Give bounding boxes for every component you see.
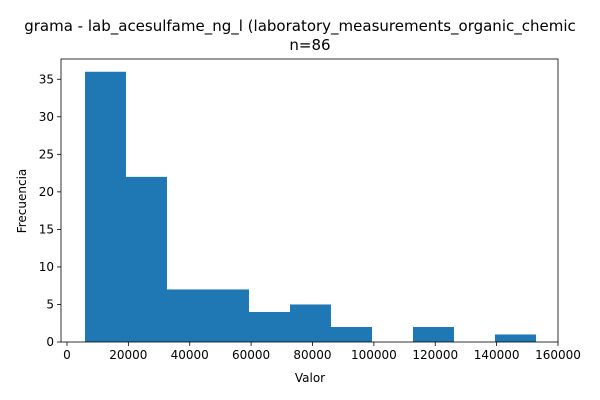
y-tick-label: 30 <box>39 110 54 124</box>
bar <box>125 176 167 342</box>
chart-subtitle: n=86 <box>289 36 330 54</box>
x-tick-label: 160000 <box>535 348 581 362</box>
bar <box>166 289 208 342</box>
chart-title: grama - lab_acesulfame_ng_l (laboratory_… <box>24 17 576 36</box>
x-tick-label: 20000 <box>109 348 147 362</box>
bar <box>207 289 249 342</box>
bar <box>330 326 372 342</box>
x-tick-label: 40000 <box>171 348 209 362</box>
x-tick-label: 140000 <box>474 348 520 362</box>
bar <box>494 334 536 342</box>
y-tick-label: 5 <box>46 297 54 311</box>
y-tick-label: 0 <box>46 335 54 349</box>
x-tick-label: 80000 <box>293 348 331 362</box>
bar <box>84 71 126 342</box>
x-tick-label: 100000 <box>351 348 397 362</box>
y-tick-label: 10 <box>39 260 54 274</box>
x-tick-label: 0 <box>63 348 71 362</box>
plot-frame <box>60 58 559 343</box>
y-axis-label: Frecuencia <box>15 169 29 234</box>
x-tick-label: 60000 <box>232 348 270 362</box>
y-tick-label: 35 <box>39 72 54 86</box>
bar <box>289 304 331 342</box>
bar <box>412 326 454 342</box>
y-tick-label: 25 <box>39 147 54 161</box>
x-tick-label: 120000 <box>412 348 458 362</box>
y-tick-label: 15 <box>39 222 54 236</box>
y-tick-label: 20 <box>39 185 54 199</box>
x-axis-label: Valor <box>295 371 325 385</box>
bar <box>248 311 290 342</box>
